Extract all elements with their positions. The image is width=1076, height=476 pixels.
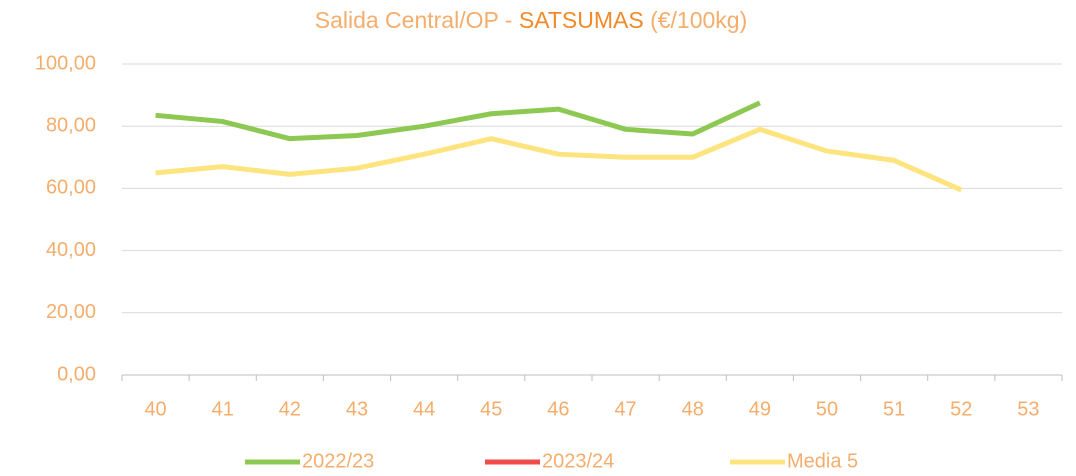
y-tick-label: 20,00 [46,301,96,323]
legend-label: 2023/24 [542,450,614,472]
x-tick-label: 50 [816,398,838,420]
chart-title: Salida Central/OP - SATSUMAS (€/100kg) [315,7,748,33]
y-tick-label: 40,00 [46,239,96,261]
legend-label: 2022/23 [302,450,374,472]
x-tick-label: 52 [950,398,972,420]
x-tick-label: 51 [883,398,905,420]
x-tick-label: 45 [480,398,502,420]
x-tick-label: 41 [212,398,234,420]
y-tick-label: 0,00 [57,363,96,385]
series-line [155,126,963,193]
title-part: (€/100kg) [644,7,748,33]
x-tick-label: 53 [1017,398,1039,420]
x-tick-label: 49 [749,398,771,420]
legend-label: Media 5 [787,450,858,472]
x-tick-label: 46 [547,398,569,420]
y-tick-label: 100,00 [35,52,96,74]
x-tick-label: 47 [614,398,636,420]
x-tick-label: 42 [279,398,301,420]
series-line [155,100,761,142]
title-part: Salida Central/OP - [315,7,519,33]
x-tick-label: 40 [144,398,166,420]
title-part: SATSUMAS [519,7,644,33]
x-tick-label: 43 [346,398,368,420]
x-tick-label: 44 [413,398,435,420]
x-tick-label: 48 [682,398,704,420]
y-tick-label: 80,00 [46,114,96,136]
y-tick-label: 60,00 [46,177,96,199]
